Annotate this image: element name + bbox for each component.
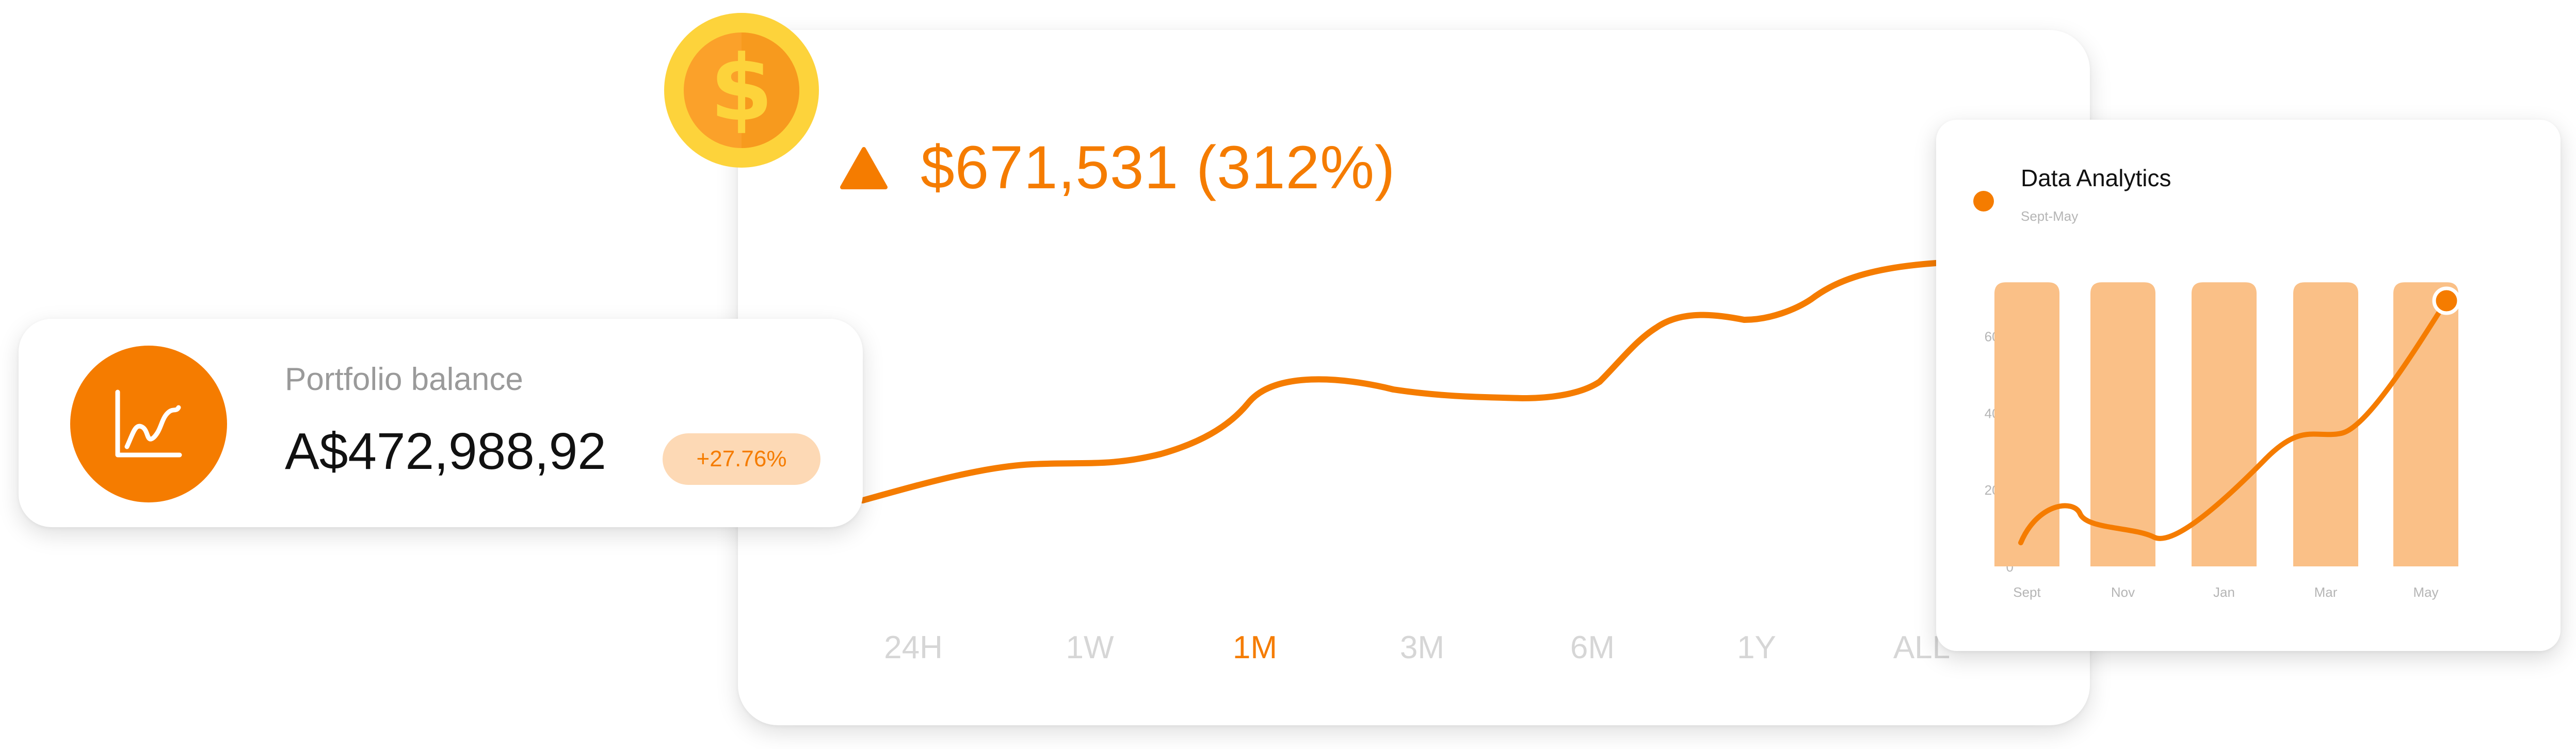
portfolio-balance-card: Portfolio balance A$472,988,92 +27.76% bbox=[19, 319, 863, 527]
bar-sept bbox=[1994, 282, 2059, 566]
bar-mar bbox=[2293, 282, 2358, 566]
bar-jan bbox=[2192, 282, 2257, 566]
gain-amount: $671,531 (312%) bbox=[921, 134, 1396, 202]
analytics-title: Data Analytics bbox=[2021, 165, 2171, 191]
x-tick-label: May bbox=[2413, 584, 2438, 600]
range-tab-1y[interactable]: 1Y bbox=[1737, 630, 1776, 665]
bar-may bbox=[2393, 282, 2458, 566]
analytics-bar-chart: 0200k400k600kSeptNovJanMarMay bbox=[1985, 282, 2461, 600]
bar-nov bbox=[2090, 282, 2155, 566]
line-chart-icon bbox=[70, 346, 227, 502]
x-tick-label: Mar bbox=[2314, 584, 2338, 600]
range-tab-1w[interactable]: 1W bbox=[1066, 630, 1114, 665]
data-analytics-card: Data Analytics Sept-May 0200k400k600kSep… bbox=[1936, 120, 2561, 651]
analytics-trend-line bbox=[2018, 298, 2449, 546]
up-triangle-icon bbox=[840, 146, 888, 189]
change-badge: +27.76% bbox=[663, 433, 820, 485]
line-end-marker[interactable] bbox=[2432, 286, 2461, 315]
portfolio-balance-label: Portfolio balance bbox=[285, 362, 523, 397]
range-tab-3m[interactable]: 3M bbox=[1399, 630, 1445, 665]
x-tick-label: Jan bbox=[2213, 584, 2235, 600]
gain-summary: $671,531 (312%) bbox=[840, 129, 1395, 206]
range-tab-24h[interactable]: 24H bbox=[884, 630, 943, 665]
svg-text:$: $ bbox=[710, 36, 773, 141]
range-tab-1m[interactable]: 1M bbox=[1232, 630, 1278, 665]
analytics-subtitle: Sept-May bbox=[2021, 208, 2079, 224]
x-tick-label: Sept bbox=[2013, 584, 2041, 600]
x-tick-label: Nov bbox=[2111, 584, 2135, 600]
range-tab-6m[interactable]: 6M bbox=[1570, 630, 1615, 665]
portfolio-balance-value: A$472,988,92 bbox=[285, 422, 606, 480]
legend-dot-icon bbox=[1973, 191, 1994, 211]
dollar-coin-icon: $ bbox=[664, 13, 819, 168]
